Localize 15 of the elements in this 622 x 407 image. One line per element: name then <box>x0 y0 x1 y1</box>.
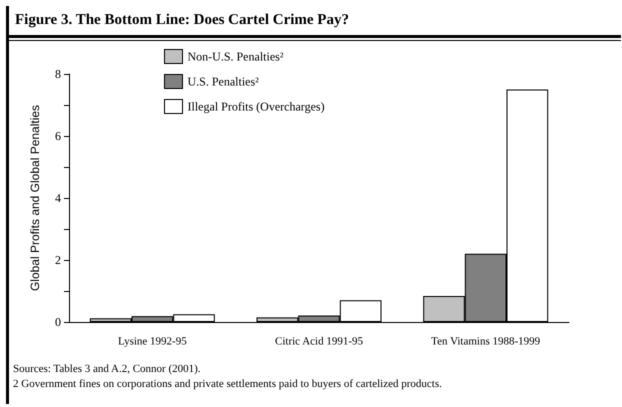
legend-label: Non-U.S. Penalties² <box>188 50 284 64</box>
x-tick-label: Lysine 1992-95 <box>118 336 188 348</box>
y-axis-title: Global Profits and Global Penalties <box>28 104 42 292</box>
y-tick-label: 2 <box>55 253 61 267</box>
x-tick-label: Citric Acid 1991-95 <box>275 336 364 348</box>
legend-label: Illegal Profits (Overcharges) <box>188 100 325 114</box>
y-tick-label: 6 <box>55 129 61 143</box>
x-tick-label: Ten Vitamins 1988-1999 <box>431 336 541 348</box>
y-tick-label: 8 <box>55 67 61 81</box>
y-tick-label: 0 <box>55 315 61 329</box>
y-tick-label: 4 <box>55 191 61 205</box>
legend-label: U.S. Penalties² <box>188 74 260 88</box>
text: 2 Government fines on corporations and private settlements paid to buyers of cartelized products. <box>13 377 442 392</box>
chart-title: Figure 3. The Bottom Line: Does Cartel Crime Pay? <box>15 12 349 29</box>
source-note: Sources: Tables 3 and A.2, Connor (2001). <box>13 362 202 377</box>
